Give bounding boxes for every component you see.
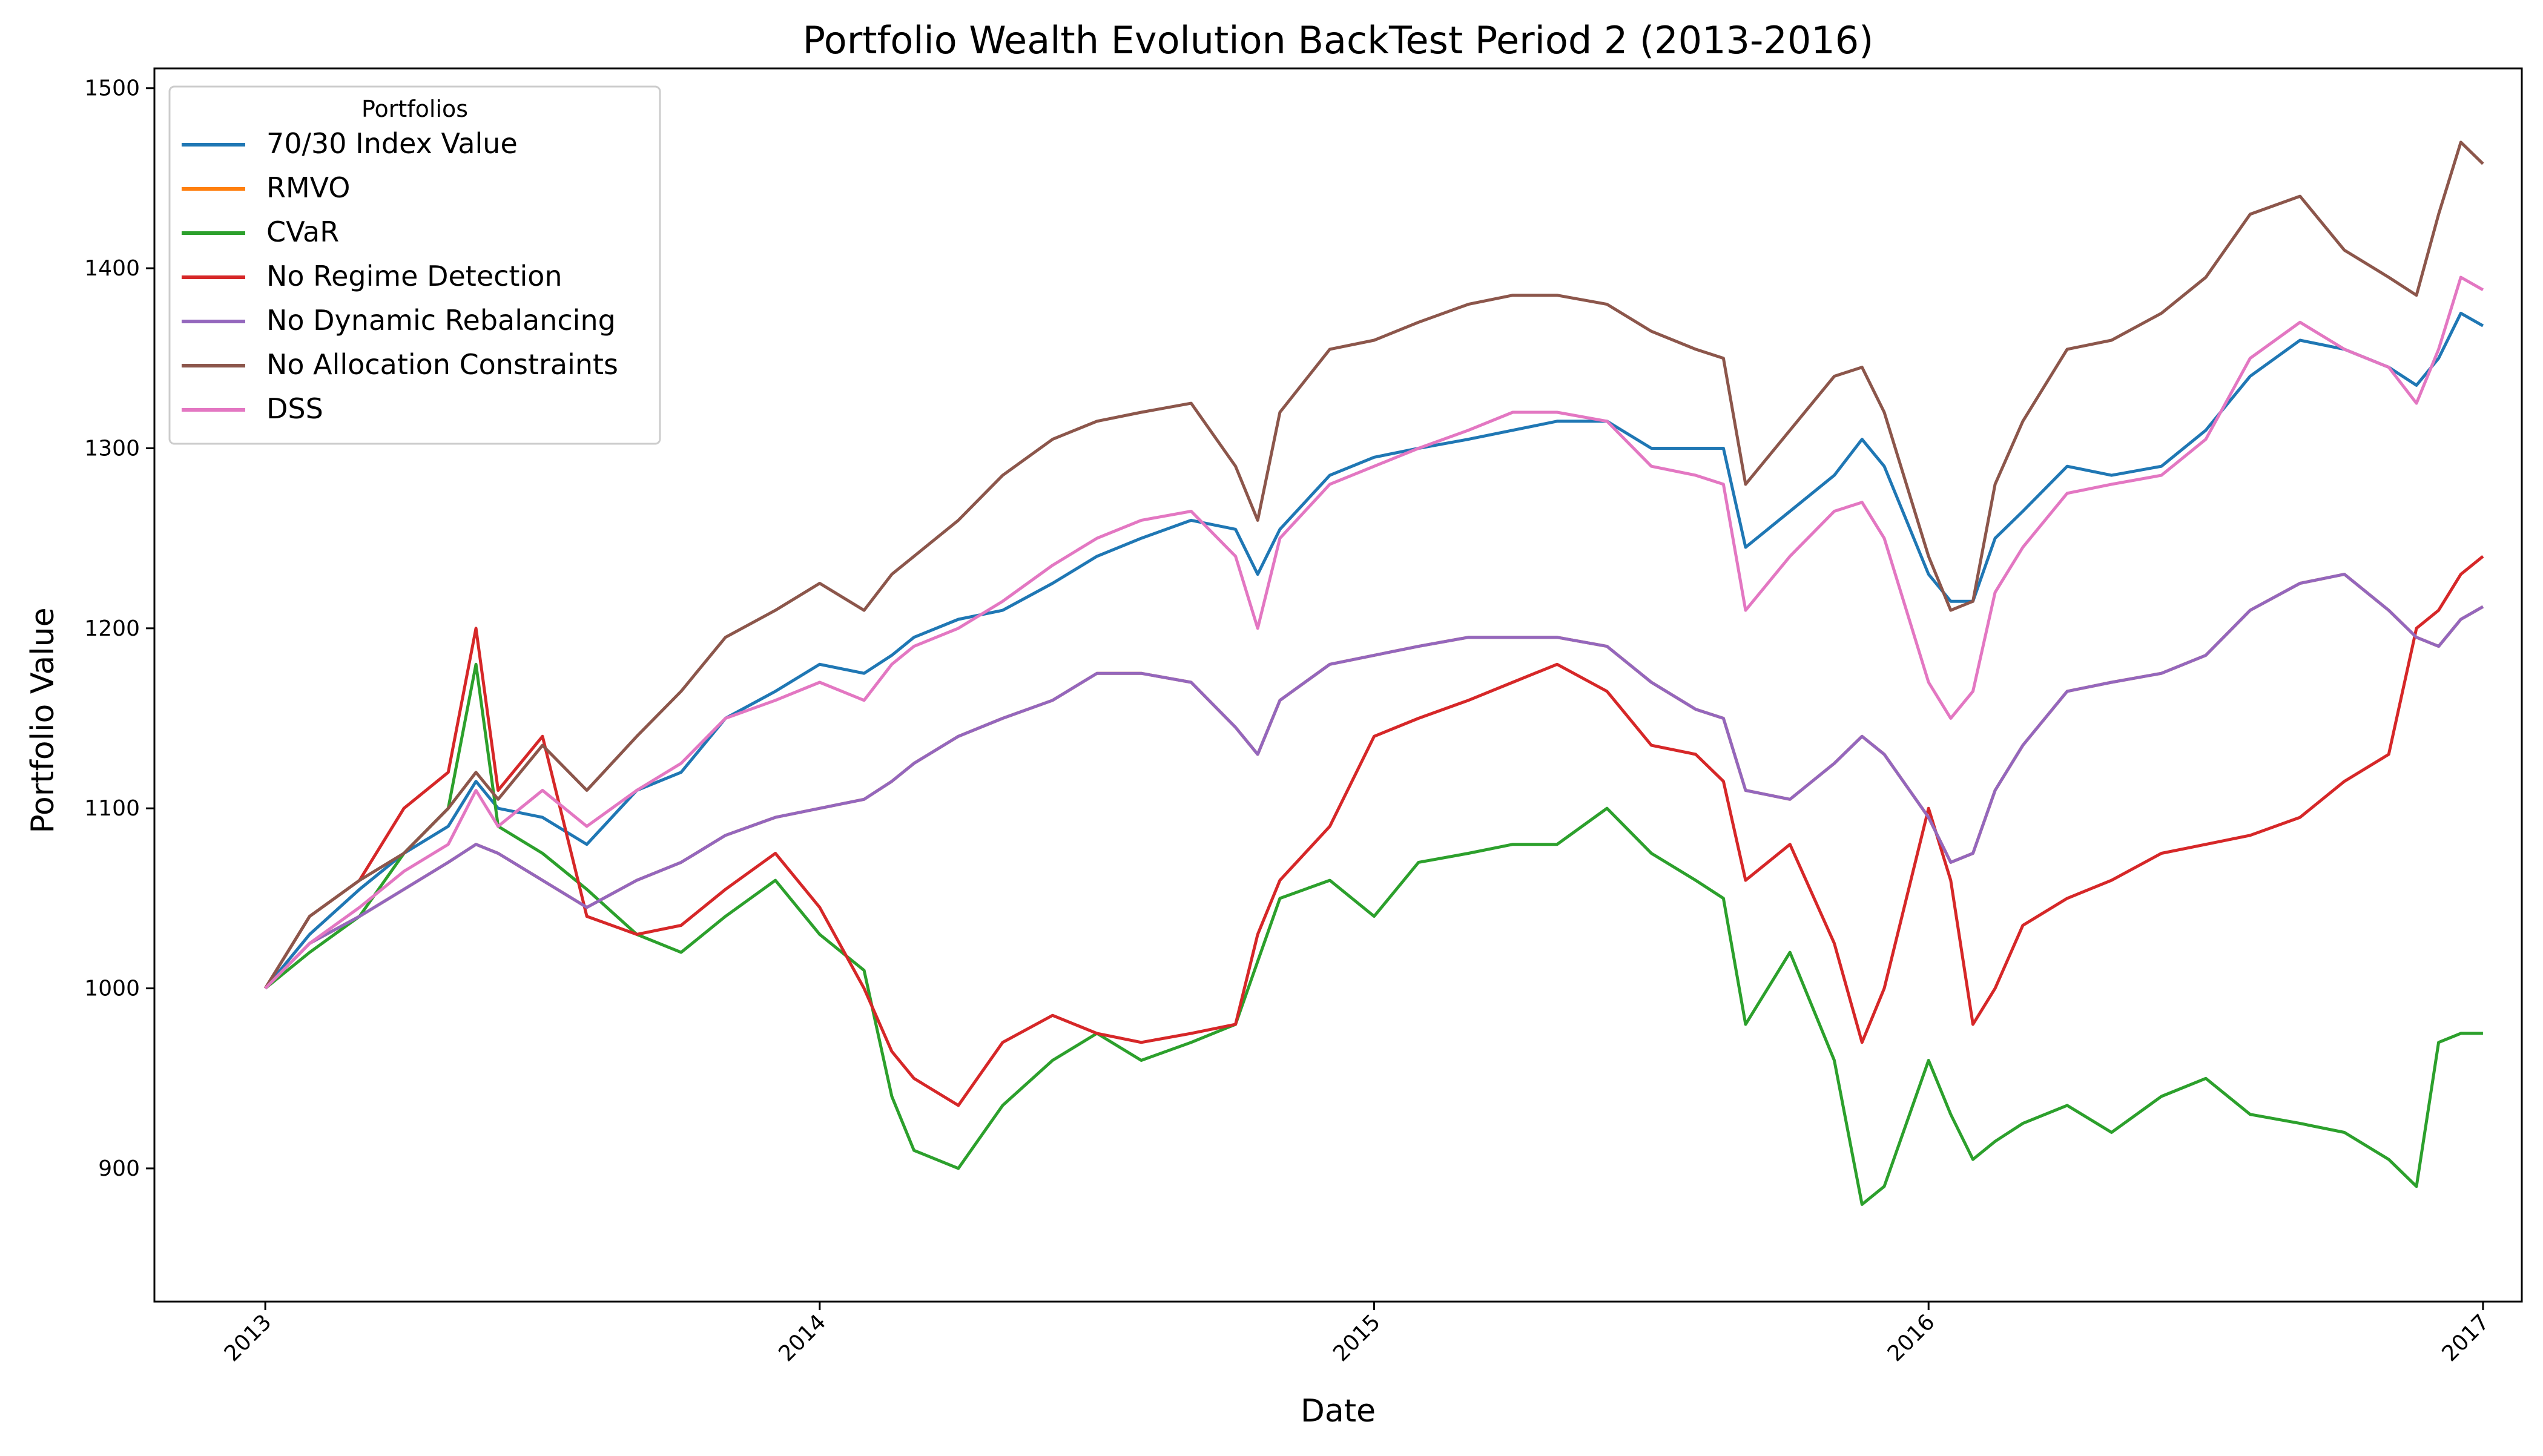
- y-tick-label: 1100: [84, 796, 140, 821]
- legend-label-rmvo: RMVO: [266, 171, 351, 204]
- series-line-no-allocation-constraints: [263, 140, 2484, 989]
- y-tick-label: 1200: [84, 616, 140, 641]
- x-axis-label: Date: [1301, 1393, 1376, 1429]
- series-line-70-30-index-value: [264, 311, 2484, 990]
- axes-frame: [153, 67, 2523, 1303]
- series-line-no-regime-detection: [263, 555, 2484, 1107]
- series-layer: [263, 140, 2484, 1206]
- series-line-dss: [264, 275, 2484, 990]
- legend-box: [168, 85, 661, 445]
- y-tick-label: 900: [98, 1156, 140, 1181]
- series-line-cvar: [264, 662, 2483, 1206]
- y-tick-label: 1000: [84, 977, 140, 1001]
- y-axis-ticks: 900 1000 1100 1200 1300 1400 1500: [84, 76, 154, 1181]
- y-axis-label: Portfolio Value: [25, 607, 61, 833]
- legend-title: Portfolios: [361, 96, 468, 122]
- chart-title: Portfolio Wealth Evolution BackTest Peri…: [803, 18, 1874, 62]
- legend-label-70-30-index-value: 70/30 Index Value: [266, 127, 518, 160]
- legend-label-dss: DSS: [266, 392, 323, 425]
- legend-label-cvar: CVaR: [266, 216, 339, 248]
- legend: Portfolios 70/30 Index Value RMVO CVaR No R…: [168, 85, 661, 445]
- legend-label-no-dynamic-rebalancing: No Dynamic Rebalancing: [266, 304, 616, 337]
- legend-label-no-regime-detection: No Regime Detection: [266, 260, 562, 292]
- legend-items: 70/30 Index Value RMVO CVaR No Regime Detec…: [182, 127, 618, 425]
- y-tick-label: 1300: [84, 436, 140, 461]
- y-tick-label: 1500: [84, 76, 140, 101]
- legend-label-no-allocation-constraints: No Allocation Constraints: [266, 348, 618, 381]
- series-line-no-dynamic-rebalancing: [264, 573, 2484, 990]
- y-tick-label: 1400: [84, 256, 140, 281]
- plot-area: [263, 140, 2484, 1206]
